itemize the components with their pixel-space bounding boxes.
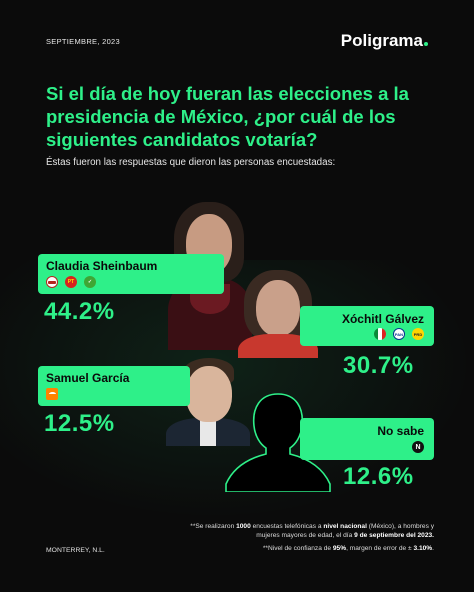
brand-name: Poligrama [340, 31, 423, 50]
survey-question: Si el día de hoy fueran las elecciones a… [46, 83, 409, 150]
percent-claudia: 44.2% [44, 298, 115, 325]
option-name: No sabe [377, 424, 424, 438]
methodology-line-1: **Se realizaron 1000 encuestas telefónic… [190, 523, 434, 539]
pt-logo-icon: PT [65, 276, 77, 288]
prd-logo-icon: PRD [412, 328, 424, 340]
methodology-line-2: **Nivel de confianza de 95%, margen de e… [262, 545, 434, 552]
brand-dot-icon [424, 42, 428, 46]
city-label: MONTERREY, N.L. [46, 547, 105, 554]
label-samuel-garcia: Samuel García [38, 366, 190, 406]
label-no-sabe: No sabe N [300, 418, 434, 460]
pri-logo-icon [374, 328, 386, 340]
percent-xochitl: 30.7% [343, 352, 414, 379]
verde-logo-icon: ✓ [84, 276, 96, 288]
label-claudia-sheinbaum: Claudia Sheinbaum PT ✓ [38, 254, 224, 294]
candidate-name: Xóchitl Gálvez [341, 312, 424, 326]
survey-subtitle: Éstas fueron las respuestas que dieron l… [46, 157, 336, 168]
percent-samuel: 12.5% [44, 410, 115, 437]
samuel-photo [162, 352, 254, 446]
no-sabe-badge-icon: N [412, 441, 424, 453]
percent-no-sabe: 12.6% [343, 463, 414, 490]
methodology-note: **Se realizaron 1000 encuestas telefónic… [174, 522, 434, 553]
mc-logo-icon [46, 388, 58, 400]
pan-logo-icon: PAN [393, 328, 405, 340]
label-xochitl-galvez: Xóchitl Gálvez PAN PRD [300, 306, 434, 346]
date-label: SEPTIEMBRE, 2023 [46, 37, 120, 46]
candidate-name: Claudia Sheinbaum [46, 259, 158, 273]
candidate-name: Samuel García [46, 371, 130, 385]
morena-logo-icon [46, 276, 58, 288]
brand-logo: Poligrama [341, 31, 428, 51]
